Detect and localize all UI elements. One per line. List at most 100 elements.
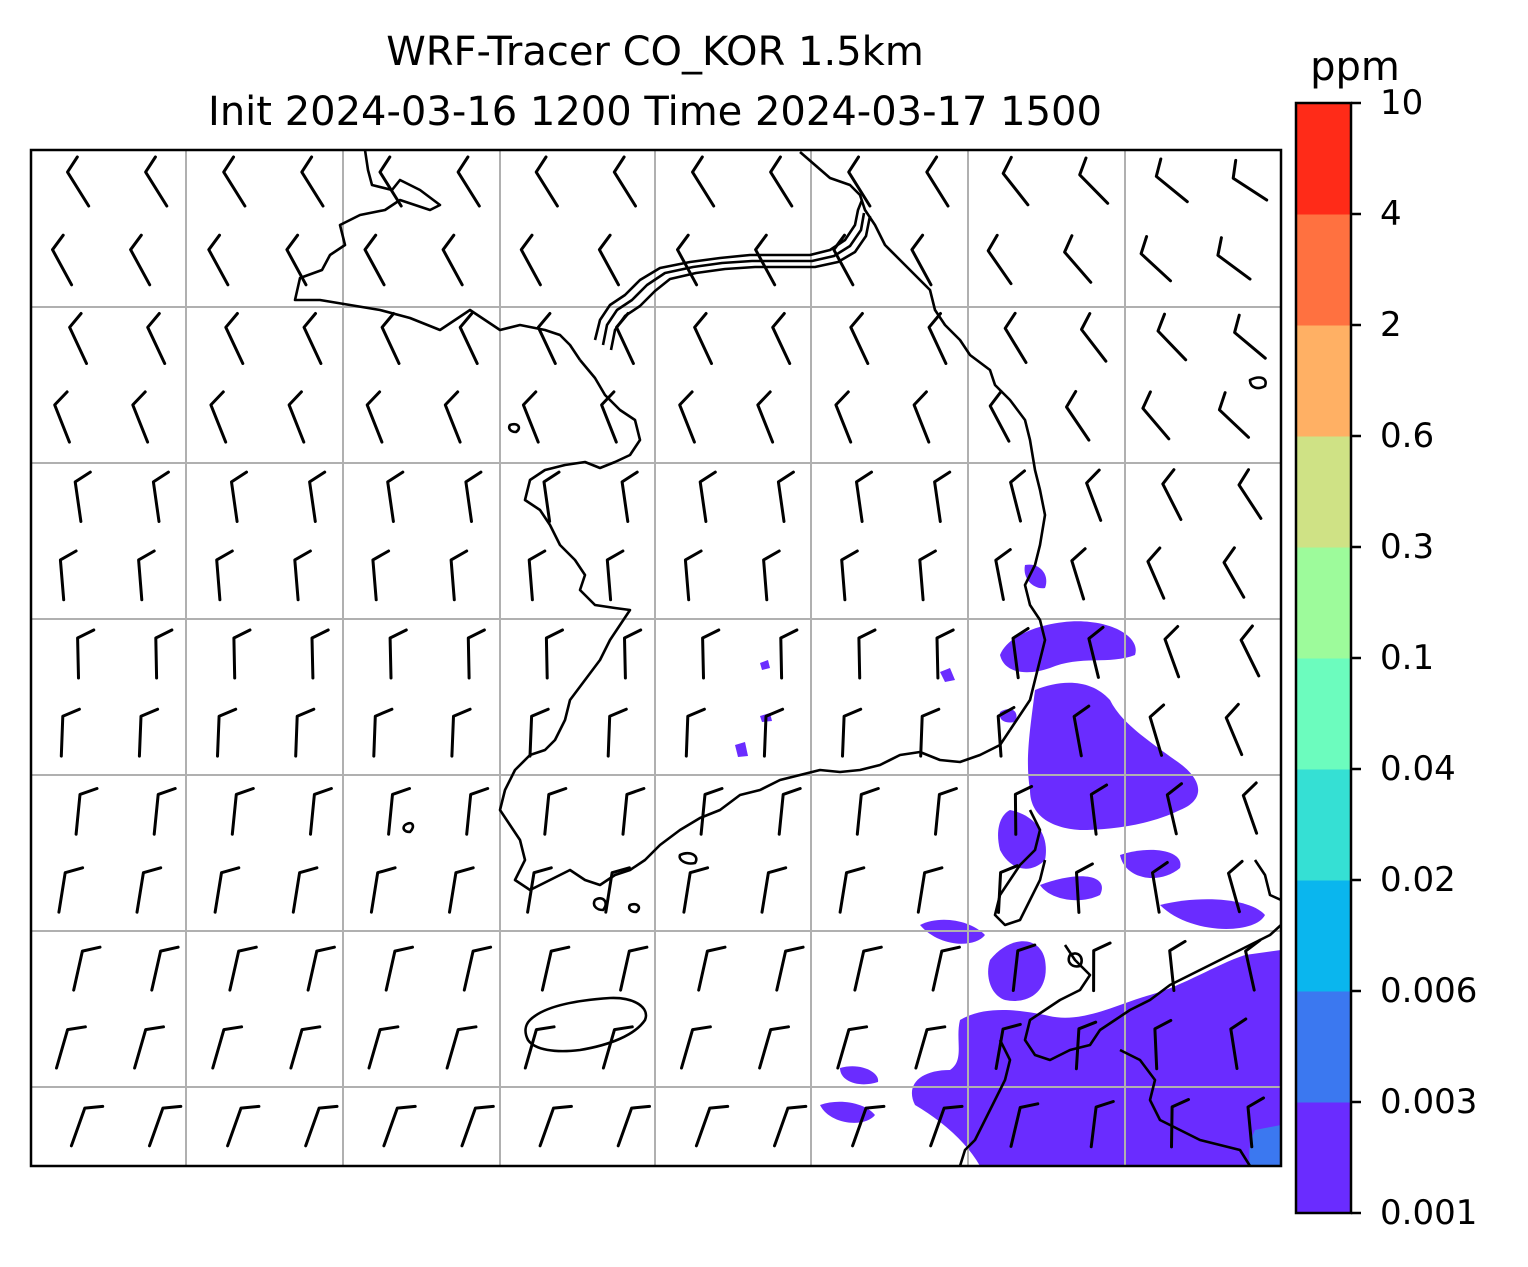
wind-barb <box>1078 156 1110 205</box>
wind-barb <box>1075 862 1094 914</box>
colorbar-segment <box>1296 769 1351 881</box>
wind-barb <box>775 945 805 992</box>
wind-barb <box>910 233 933 287</box>
wind-barb <box>302 312 323 365</box>
wind-barb <box>466 628 486 680</box>
wind-barb <box>1139 235 1172 283</box>
wind-barb <box>1233 313 1267 360</box>
wind-barb <box>445 1025 478 1070</box>
wind-barb <box>994 1022 1022 1070</box>
wind-barb <box>378 155 403 208</box>
wind-barb <box>769 155 794 208</box>
wind-barb <box>754 233 777 287</box>
wind-barb <box>543 787 568 836</box>
korea-west-coast <box>498 359 1012 892</box>
wind-barb <box>1227 859 1244 914</box>
wind-barb <box>1246 1096 1265 1149</box>
wind-barb <box>441 233 464 287</box>
wind-barb <box>855 470 873 523</box>
wind-barb <box>935 628 955 680</box>
china-west-coast <box>293 150 582 361</box>
gridlines <box>31 150 1281 1166</box>
wind-barb <box>133 1025 165 1070</box>
dmz-border-line-1 <box>593 199 864 341</box>
wind-barb <box>137 549 156 602</box>
wind-barb <box>1001 155 1030 207</box>
wind-barb <box>207 233 230 287</box>
wind-barb <box>988 390 1011 443</box>
wind-barb <box>465 787 490 836</box>
wind-barb <box>916 866 944 914</box>
wind-barb <box>994 548 1012 601</box>
wind-barb <box>1241 781 1259 835</box>
wind-barb <box>372 707 394 758</box>
wind-barb <box>680 1025 712 1070</box>
island-jeju <box>524 996 648 1053</box>
wind-barb <box>836 1025 869 1070</box>
wind-barb <box>291 866 319 914</box>
island-small <box>592 897 607 912</box>
wind-barb <box>1170 1098 1190 1149</box>
wind-barb <box>855 787 880 836</box>
wind-barb <box>135 866 163 914</box>
co-plume-region-level2 <box>1249 1125 1281 1166</box>
wind-barb <box>289 1025 322 1070</box>
island-tsushima <box>958 1039 1012 1166</box>
wind-barb <box>701 628 721 680</box>
wind-barb <box>762 549 781 602</box>
wind-barb <box>449 549 469 602</box>
colorbar-tick-label: 0.1 <box>1380 638 1435 678</box>
wind-barb <box>1089 783 1109 836</box>
wind-barb <box>72 945 102 992</box>
colorbar-tick-label: 0.003 <box>1380 1082 1478 1122</box>
wind-barb <box>691 155 716 208</box>
wind-barb <box>1168 939 1187 992</box>
wind-barb <box>997 864 1019 914</box>
wind-barb <box>523 1025 556 1070</box>
wind-barb <box>777 787 802 836</box>
wind-barb <box>841 707 863 758</box>
wind-barb <box>996 706 1016 758</box>
wind-barb <box>1141 390 1171 441</box>
island-small <box>627 902 641 914</box>
colorbar-tick-label: 0.3 <box>1380 527 1435 567</box>
wind-barb <box>776 470 795 523</box>
wind-barb <box>232 628 252 680</box>
wind-barb <box>606 707 628 758</box>
wind-barb <box>620 470 639 523</box>
wind-barb <box>758 1025 790 1070</box>
wind-barb <box>771 312 792 365</box>
wind-barb <box>216 707 238 758</box>
wind-barb <box>519 233 542 287</box>
wind-barb <box>369 866 397 914</box>
wind-barb <box>387 787 411 836</box>
wind-barb <box>384 945 414 992</box>
colorbar-segment <box>1296 658 1351 770</box>
wind-barb <box>1224 702 1244 757</box>
wind-barb <box>604 866 631 914</box>
wind-barb <box>847 155 872 208</box>
wind-barb <box>779 628 799 680</box>
island-small <box>1067 952 1083 968</box>
wind-barb <box>756 390 775 444</box>
wind-barb <box>1011 943 1037 992</box>
wind-barb <box>1153 1018 1173 1071</box>
wind-barb <box>69 1104 105 1148</box>
wind-barb <box>693 312 713 365</box>
wind-barb <box>74 787 99 836</box>
wind-barb <box>986 233 1013 286</box>
wind-barb <box>612 155 637 208</box>
wind-barb <box>521 390 540 444</box>
wind-barb <box>73 470 92 523</box>
wind-barb <box>694 1104 730 1148</box>
co-plume-region <box>1000 621 1136 673</box>
colorbar-tick-label: 0.02 <box>1380 860 1456 900</box>
wind-barb <box>1148 703 1166 757</box>
wind-barb <box>1009 1102 1040 1148</box>
wind-barb <box>929 1104 964 1148</box>
wind-barb <box>1222 546 1246 599</box>
co-plume-region <box>998 810 1046 869</box>
wind-barb <box>526 866 553 914</box>
wind-barb <box>616 1104 651 1148</box>
wind-barb <box>838 866 866 914</box>
